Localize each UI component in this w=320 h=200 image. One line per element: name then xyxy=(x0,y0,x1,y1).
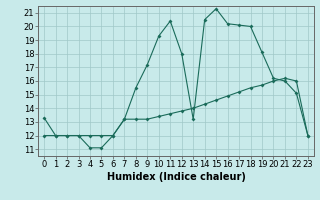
X-axis label: Humidex (Indice chaleur): Humidex (Indice chaleur) xyxy=(107,172,245,182)
